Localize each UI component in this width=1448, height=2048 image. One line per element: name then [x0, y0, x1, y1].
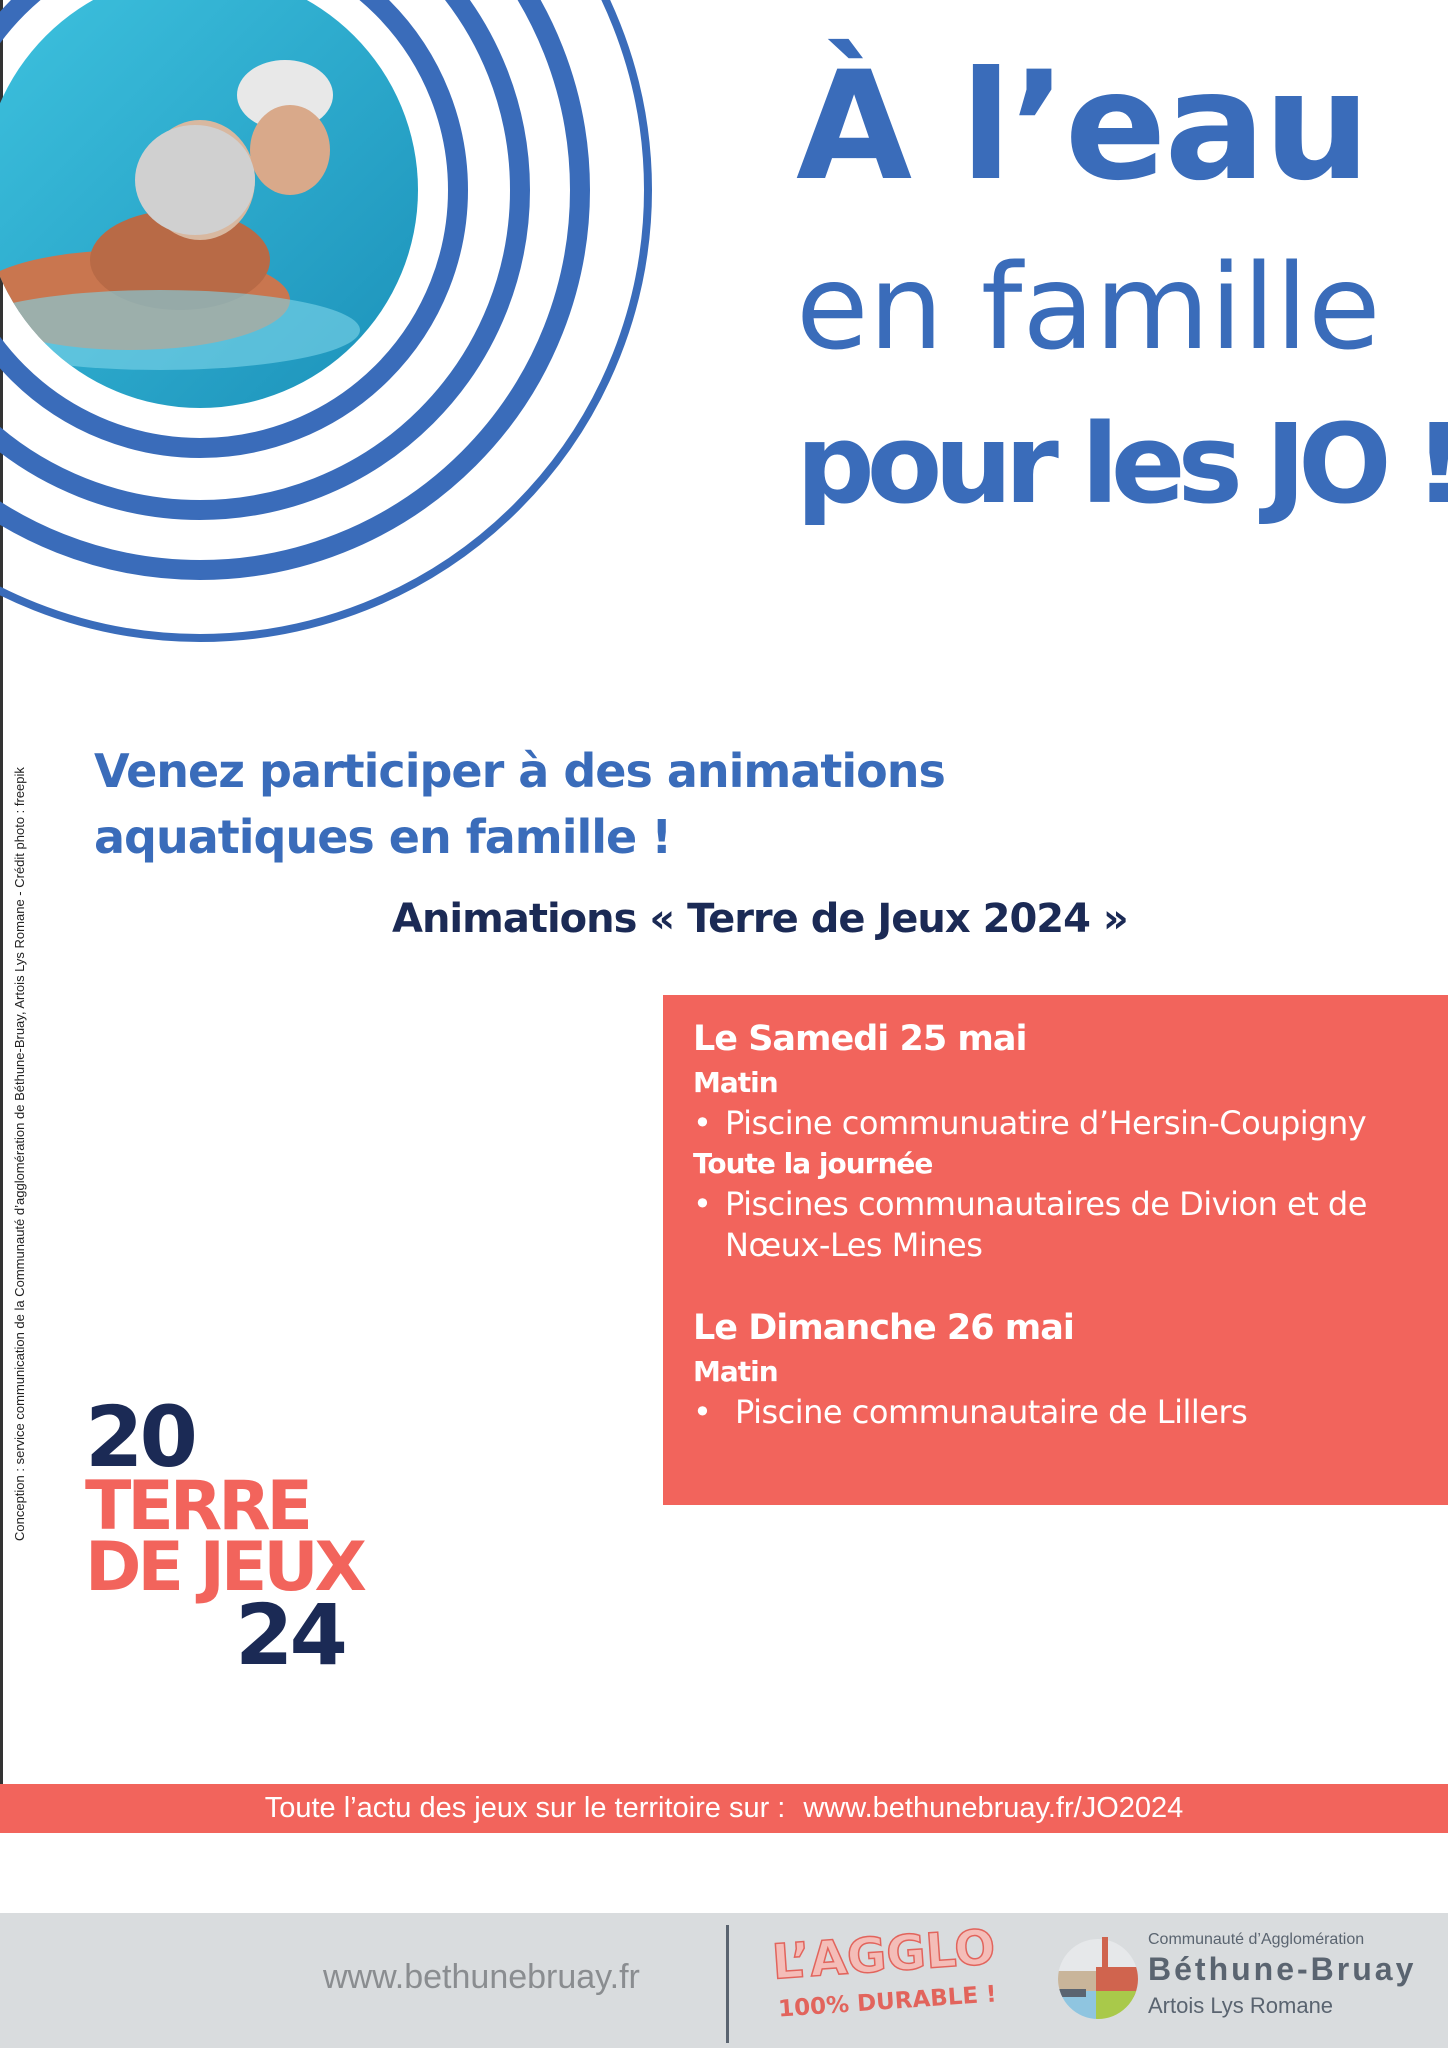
animations-title: Animations « Terre de Jeux 2024 »: [392, 896, 1129, 942]
banner-text: Toute l’actu des jeux sur le territoire …: [264, 1792, 786, 1824]
bullet: •: [693, 1185, 712, 1223]
logo-20: 20: [85, 1388, 198, 1486]
left-border: [0, 0, 3, 1833]
list-item-text: Piscine communuatire d’Hersin-Coupigny: [725, 1104, 1367, 1142]
intro-text: Venez participer à des animations aquati…: [94, 744, 946, 864]
logo-24: 24: [235, 1585, 348, 1684]
agglo-logo-text: L’AGGLO: [770, 1919, 998, 1992]
terre-de-jeux-logo: 20 TERRE DE JEUX 24: [85, 1388, 367, 1684]
banner-link[interactable]: www.bethunebruay.fr/JO2024: [803, 1792, 1184, 1824]
day1-date: Le Samedi 25 mai: [693, 1019, 1027, 1059]
list-item: • Piscine communautaire de Lillers: [693, 1392, 1448, 1433]
headline-line-3: pour les JO !: [796, 400, 1448, 528]
ca-line-1: Communauté d’Agglomération: [1148, 1931, 1365, 1948]
bullet: •: [693, 1393, 712, 1431]
footer-divider: [726, 1925, 729, 2043]
headline-line-1: À l’eau: [796, 40, 1370, 214]
agglomeration-emblem-icon: [1058, 1937, 1138, 2019]
day2-slot1: Matin: [693, 1355, 779, 1388]
schedule-box: Le Samedi 25 mai Matin • Piscine communua…: [663, 995, 1448, 1505]
list-item-text: Piscine communautaire de Lillers: [735, 1393, 1248, 1431]
list-item: • Piscine communuatire d’Hersin-Coupigny: [693, 1103, 1448, 1144]
logo-terre: TERRE: [85, 1466, 313, 1546]
list-item: • Piscines communautaires de Divion et de…: [693, 1184, 1413, 1266]
footer-site-link[interactable]: www.bethunebruay.fr: [323, 1958, 640, 1996]
photo-credit: Conception : service communication de la…: [12, 767, 27, 1541]
ca-line-3: Artois Lys Romane: [1148, 1993, 1334, 2018]
swimmers-photo-rings: [0, 0, 652, 642]
list-item-text: Piscines communautaires de Divion et de …: [725, 1185, 1367, 1264]
ca-line-2: Béthune-Bruay: [1148, 1951, 1417, 1987]
day2-date: Le Dimanche 26 mai: [693, 1308, 1075, 1348]
day1-slot1: Matin: [693, 1066, 779, 1099]
logo-de-jeux: DE JEUX: [85, 1527, 367, 1607]
day1-slot2: Toute la journée: [693, 1147, 933, 1180]
bullet: •: [693, 1104, 712, 1142]
footer: www.bethunebruay.fr L’AGGLO 100% DURABLE…: [0, 1913, 1448, 2048]
news-banner: Toute l’actu des jeux sur le territoire …: [0, 1784, 1448, 1833]
headline-line-2: en famille: [796, 238, 1381, 376]
